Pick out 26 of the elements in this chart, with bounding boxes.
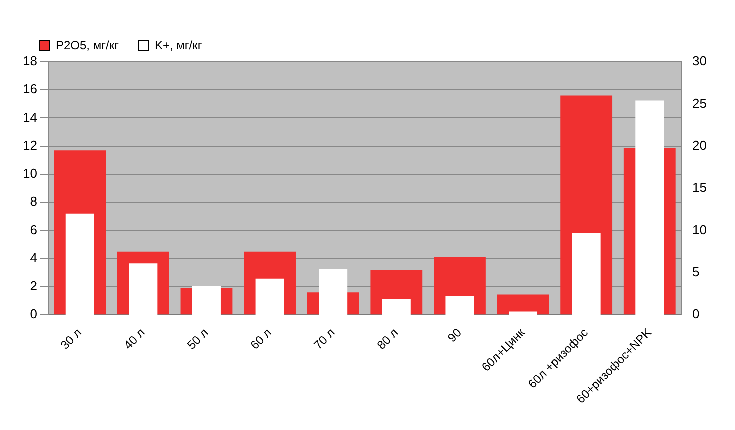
x-tick-label: 70 л [311,326,338,352]
y2-tick-label: 10 [692,222,708,238]
y2-tick-label: 5 [692,264,700,280]
y-tick-label: 0 [30,306,38,322]
x-tick-label: 30 л [58,326,85,352]
y2-tick-label: 0 [692,306,700,322]
y2-tick-label: 30 [692,54,708,69]
y-tick-label: 8 [30,194,38,210]
y-tick-label: 16 [22,82,38,97]
y-tick-label: 14 [22,110,38,125]
x-tick-label: 50 л [184,326,212,352]
legend-label: P2O5, мг/кг [56,38,120,52]
y2-tick-label: 20 [692,138,708,153]
y-tick-label: 6 [30,222,38,238]
y-tick-label: 18 [22,54,38,69]
y-tick-label: 12 [22,138,38,153]
x-tick-label: 60 л [248,326,274,352]
y-tick-label: 10 [22,166,38,182]
y-tick-label: 4 [30,250,38,266]
y-tick-label: 2 [30,278,38,294]
y2-tick-label: 15 [692,180,708,196]
y2-tick-label: 25 [692,96,708,111]
x-tick-label: 90 [445,326,465,346]
x-tick-label: 80 л [374,326,402,352]
x-tick-label: 40 л [121,326,148,352]
legend-label: K+, мг/кг [154,38,203,52]
